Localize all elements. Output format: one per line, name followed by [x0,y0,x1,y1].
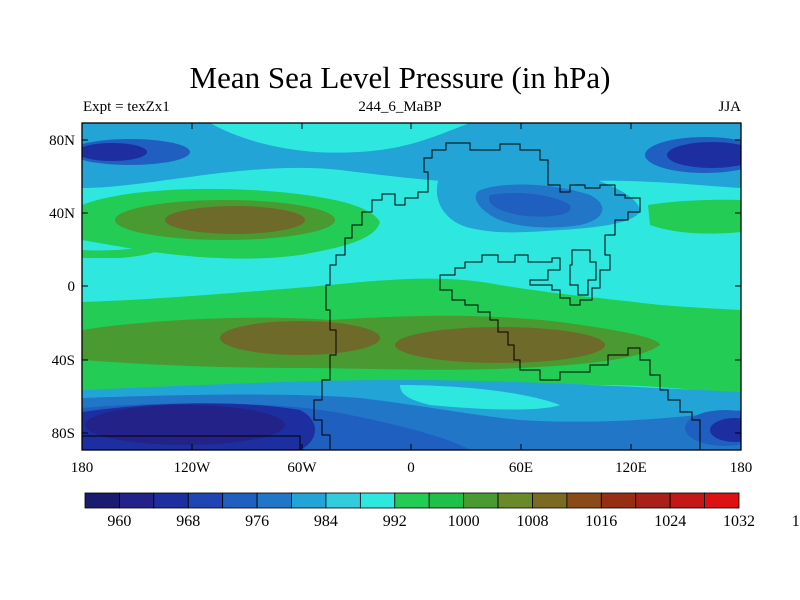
colorbar-label: 1040 [792,513,800,530]
colorbar-label: 1008 [517,513,549,530]
colorbar-label: 1000 [448,513,480,530]
colorbar-swatch [153,492,189,509]
y-tick-label: 0 [68,279,76,295]
colorbar-swatch [704,492,740,509]
colorbar-swatch [566,492,602,509]
colorbar-swatch [394,492,430,509]
x-tick-label: 0 [407,460,415,476]
y-tick-labels: 80N 40N 0 40S 80S [49,133,75,442]
field-south-high-brown-east [395,327,605,363]
colorbar-label: 992 [383,513,407,530]
field-north-high-east [648,199,741,234]
colorbar-swatch [119,492,155,509]
colorbar-label: 1016 [585,513,617,530]
colorbar-swatch [600,492,637,509]
y-tick-label: 80N [49,133,75,149]
map-title: Mean Sea Level Pressure (in hPa) [189,60,611,95]
x-tick-label: 60E [509,460,533,476]
colorbar-label: 968 [176,513,200,530]
colorbar-swatch [497,492,533,509]
colorbar-label: 976 [245,513,269,530]
field-south-low-east-core [710,418,741,442]
x-tick-marks [81,123,742,450]
colorbar-label: 984 [314,513,338,530]
field-north-high-brown [165,206,305,234]
x-tick-label: 60W [287,460,317,476]
colorbar-swatch [635,492,671,509]
colorbar-swatch [428,492,465,509]
colorbar-label: 1024 [654,513,686,530]
colorbar-swatch [291,492,327,509]
field-north-lightblue [82,123,741,188]
y-tick-label: 80S [52,426,75,442]
colorbar-swatch [463,492,499,509]
field-south-high-brown-west [220,321,380,355]
colorbar-swatch [256,492,292,509]
field-eq-green-west [82,245,170,258]
field-north-low-west-core [82,143,147,161]
period-label: 244_6_MaBP [358,99,442,115]
coastline [82,142,701,450]
y-tick-label: 40S [52,353,75,369]
colorbar-swatch [84,492,120,509]
field-south-cyan-patch [400,385,560,410]
colorbar-swatch [669,492,705,509]
colorbar-labels: 960 968 976 984 992 1000 1008 1016 1024 … [107,513,800,530]
colorbar-swatch [359,492,396,509]
field-south-low-core [85,405,285,445]
colorbar-swatch [222,492,258,509]
y-tick-marks [82,139,741,434]
x-tick-labels: 180 120W 60W 0 60E 120E 180 [71,460,753,476]
experiment-label: Expt = texZx1 [83,99,170,115]
colorbar-swatch [187,492,224,509]
field-north-cyan [210,123,470,153]
season-label: JJA [718,99,741,115]
colorbar [84,492,740,509]
y-tick-label: 40N [49,206,75,222]
x-tick-label: 180 [730,460,753,476]
field-asia-low-core [489,193,571,217]
field-north-low-east-core [667,142,741,168]
x-tick-label: 120W [174,460,212,476]
x-tick-label: 120E [615,460,647,476]
colorbar-swatch [325,492,361,509]
x-tick-label: 180 [71,460,94,476]
colorbar-label: 960 [107,513,131,530]
pressure-field [82,123,741,450]
colorbar-label: 1032 [723,513,755,530]
colorbar-swatch [532,492,568,509]
